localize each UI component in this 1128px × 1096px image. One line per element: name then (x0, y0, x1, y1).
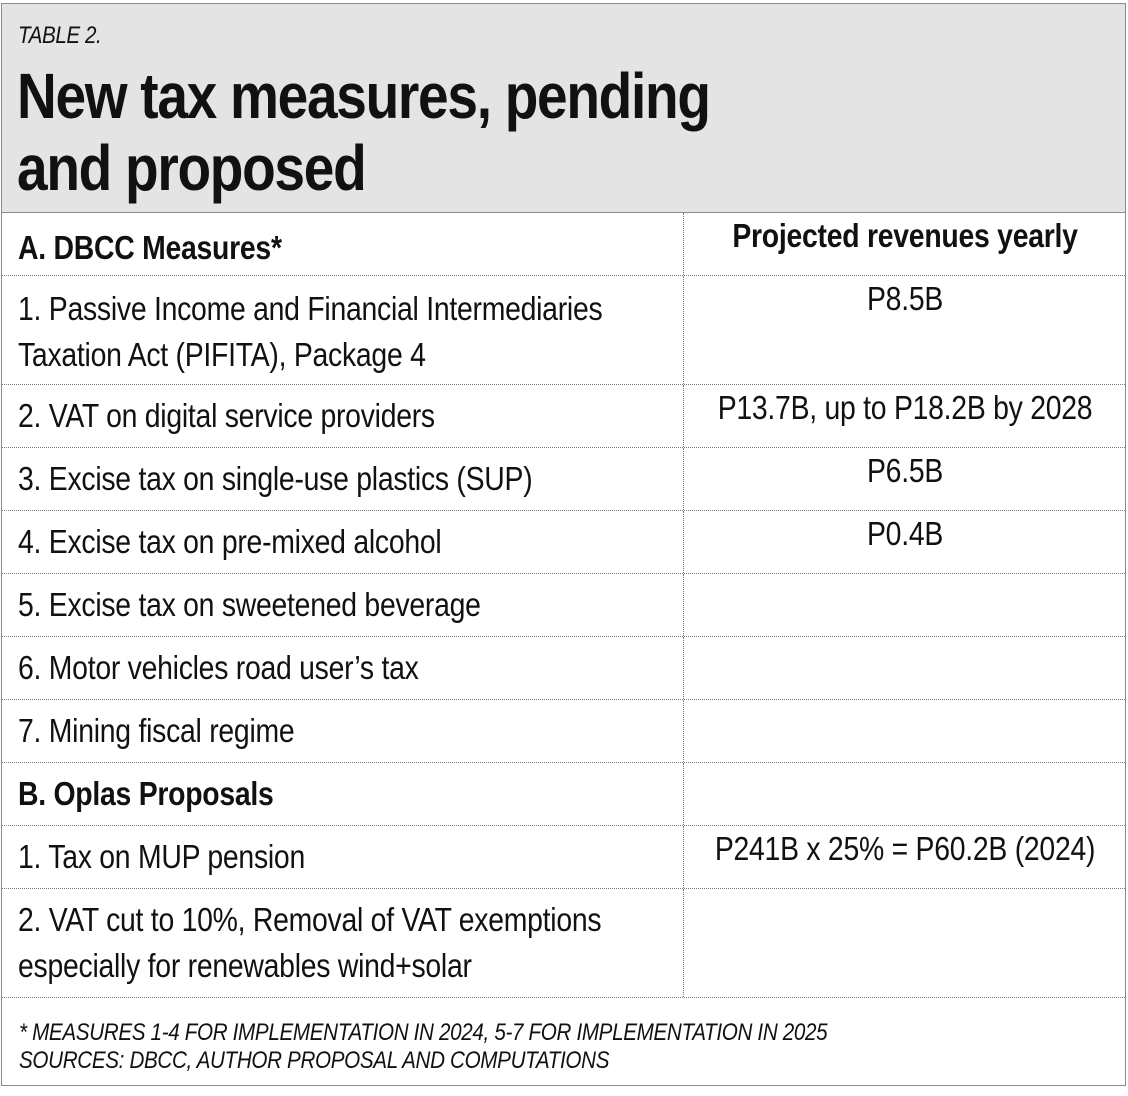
table-header: TABLE 2. New tax measures, pending and p… (2, 4, 1125, 213)
footnote-sources: SOURCES: DBCC, AUTHOR PROPOSAL AND COMPU… (19, 1047, 610, 1074)
table-row: 5. Excise tax on sweetened beverage (2, 574, 1125, 637)
table-body: A. DBCC Measures* Projected revenues yea… (2, 213, 1125, 998)
revenue-cell: P13.7B, up to P18.2B by 2028 (683, 385, 1125, 447)
table-row: 3. Excise tax on single-use plastics (SU… (2, 448, 1125, 511)
proposal-label: 1. Tax on MUP pension (18, 838, 305, 875)
footnote: * MEASURES 1-4 FOR IMPLEMENTATION IN 202… (19, 1019, 828, 1075)
title-line-2: and proposed (17, 132, 367, 204)
measure-label: 3. Excise tax on single-use plastics (SU… (18, 460, 533, 497)
title-line-1: New tax measures, pending (17, 60, 711, 132)
column-heading-cell: Projected revenues yearly (683, 213, 1125, 275)
table-row: 1. Tax on MUP pension P241B x 25% = P60.… (2, 826, 1125, 889)
section-b-header-row: B. Oplas Proposals (2, 763, 1125, 826)
table-title: New tax measures, pending and proposed (17, 60, 877, 204)
section-a-header-row: A. DBCC Measures* Projected revenues yea… (2, 213, 1125, 276)
revenue-cell: P8.5B (683, 276, 1125, 384)
revenue-cell (683, 574, 1125, 636)
table-frame: TABLE 2. New tax measures, pending and p… (1, 3, 1126, 1086)
revenue-value: P6.5B (867, 452, 944, 489)
revenue-value: P241B x 25% = P60.2B (2024) (714, 830, 1096, 867)
measure-label-continued: Taxation Act (PIFITA), Package 4 (18, 336, 426, 373)
proposal-label-continued: especially for renewables wind+solar (18, 947, 472, 984)
table-row: 4. Excise tax on pre-mixed alcohol P0.4B (2, 511, 1125, 574)
measure-label: 2. VAT on digital service providers (18, 397, 435, 434)
revenue-cell (683, 889, 1125, 997)
measure-label: 7. Mining fiscal regime (18, 712, 295, 749)
table-row: 2. VAT cut to 10%, Removal of VAT exempt… (2, 889, 1125, 998)
revenue-value: P0.4B (867, 515, 944, 552)
proposal-label: 2. VAT cut to 10%, Removal of VAT exempt… (18, 901, 602, 938)
revenue-cell: P0.4B (683, 511, 1125, 573)
revenue-cell: P6.5B (683, 448, 1125, 510)
measure-cell: 1. Passive Income and Financial Intermed… (18, 286, 603, 378)
table-row: 2. VAT on digital service providers P13.… (2, 385, 1125, 448)
measure-label: 6. Motor vehicles road user’s tax (18, 649, 419, 686)
section-b-heading: B. Oplas Proposals (18, 775, 274, 812)
table-row: 1. Passive Income and Financial Intermed… (2, 276, 1125, 385)
table-row: 7. Mining fiscal regime (2, 700, 1125, 763)
revenue-cell: P241B x 25% = P60.2B (2024) (683, 826, 1125, 888)
revenue-cell (683, 763, 1125, 825)
revenue-value: P13.7B, up to P18.2B by 2028 (717, 389, 1093, 426)
proposal-cell: 2. VAT cut to 10%, Removal of VAT exempt… (18, 897, 602, 989)
column-heading-revenues: Projected revenues yearly (732, 217, 1078, 254)
measure-label: 4. Excise tax on pre-mixed alcohol (18, 523, 442, 560)
measure-label: 1. Passive Income and Financial Intermed… (18, 290, 603, 327)
footnote-measures: * MEASURES 1-4 FOR IMPLEMENTATION IN 202… (19, 1019, 828, 1046)
table-row: 6. Motor vehicles road user’s tax (2, 637, 1125, 700)
section-a-heading: A. DBCC Measures* (18, 229, 282, 266)
revenue-cell (683, 637, 1125, 699)
revenue-cell (683, 700, 1125, 762)
measure-label: 5. Excise tax on sweetened beverage (18, 586, 481, 623)
table-footer: * MEASURES 1-4 FOR IMPLEMENTATION IN 202… (2, 1001, 1125, 1085)
revenue-value: P8.5B (867, 280, 944, 317)
table-number-label: TABLE 2. (18, 22, 102, 49)
